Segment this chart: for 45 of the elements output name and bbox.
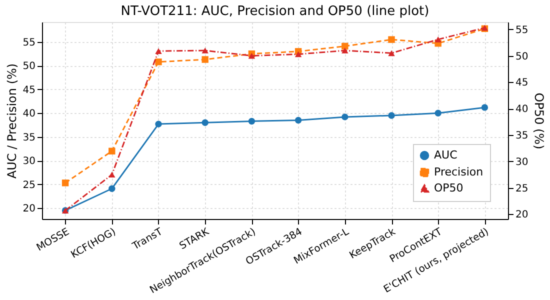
y2-tick-label: 20 bbox=[516, 210, 528, 221]
y-tick-label: 45 bbox=[22, 84, 36, 96]
point bbox=[342, 114, 348, 120]
point bbox=[294, 51, 302, 58]
point bbox=[108, 148, 116, 154]
point bbox=[248, 52, 256, 59]
point bbox=[481, 104, 488, 111]
y2-axis-title: OP50 (%) bbox=[532, 92, 546, 150]
y-tick-label: 40 bbox=[22, 108, 36, 120]
point bbox=[388, 36, 395, 43]
y2-tick-label: 40 bbox=[516, 104, 528, 116]
y2-tick-label: 50 bbox=[516, 51, 528, 62]
y-tick-label: 50 bbox=[22, 61, 36, 72]
y-tick-label: 25 bbox=[22, 180, 36, 191]
point bbox=[342, 42, 348, 50]
point bbox=[155, 48, 162, 54]
y-tick-label: 20 bbox=[22, 204, 36, 215]
point bbox=[388, 50, 395, 56]
y-tick-label: 30 bbox=[22, 156, 36, 168]
y2-tick-label: 30 bbox=[516, 156, 528, 168]
y-tick-label: 35 bbox=[22, 132, 36, 144]
point bbox=[202, 56, 208, 63]
point bbox=[248, 118, 256, 125]
point bbox=[155, 58, 162, 66]
point bbox=[108, 172, 116, 178]
y-tick-label: 55 bbox=[22, 37, 36, 48]
point bbox=[434, 36, 442, 42]
legend-label: Precision bbox=[434, 166, 484, 178]
y2-tick-label: 25 bbox=[516, 183, 528, 194]
point bbox=[294, 116, 302, 124]
chart-title: NT-VOT211: AUC, Precision and OP50 (line plot) bbox=[120, 4, 430, 19]
point bbox=[388, 112, 395, 119]
y2-tick-label: 45 bbox=[516, 78, 528, 89]
y2-tick-label: 35 bbox=[516, 130, 528, 142]
legend-label: AUC bbox=[434, 148, 458, 162]
legend-label: OP50 bbox=[434, 182, 464, 194]
y-axis-title: AUC / Precision (%) bbox=[4, 63, 19, 179]
point bbox=[155, 120, 162, 128]
point bbox=[202, 119, 208, 126]
point bbox=[434, 110, 442, 116]
y2-tick-label: 55 bbox=[516, 24, 528, 36]
point bbox=[108, 185, 116, 192]
point bbox=[202, 48, 208, 54]
point bbox=[62, 180, 69, 186]
point bbox=[342, 48, 348, 54]
